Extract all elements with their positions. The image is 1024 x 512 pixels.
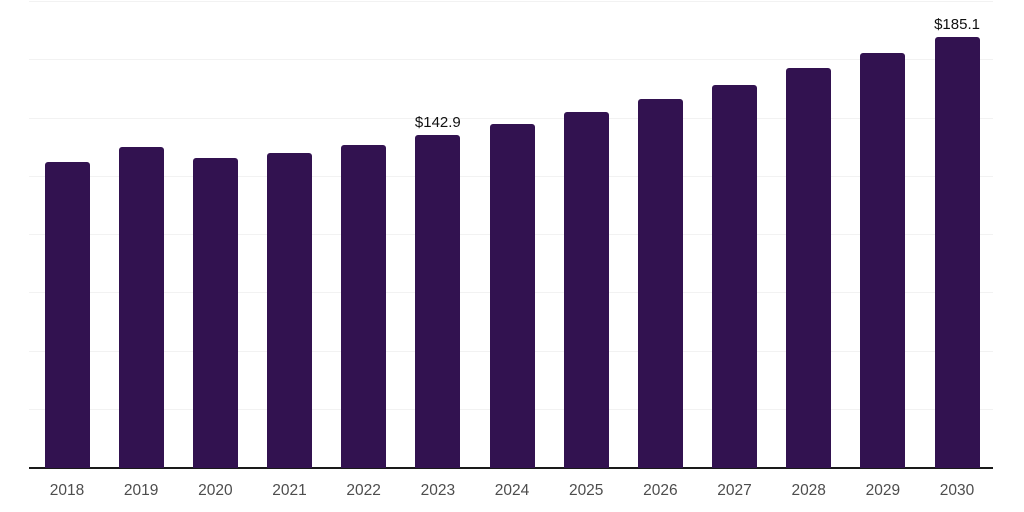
bar-2024 [489,124,535,468]
bar-2028 [786,68,832,468]
gridline [29,117,993,119]
x-tick-label-2027: 2027 [717,482,752,499]
bar-2030 [934,36,980,468]
bar-2027 [712,84,758,468]
bar-2020 [192,157,238,468]
x-tick-label-2028: 2028 [791,482,826,499]
data-label-2023: $142.9 [414,114,461,132]
gridline [29,59,993,61]
x-tick-label-2020: 2020 [198,482,233,499]
x-tick-label-2024: 2024 [494,482,530,499]
x-tick-label-2022: 2022 [346,482,381,499]
bar-2019 [118,146,164,468]
bar-2025 [563,111,609,468]
bar-2021 [267,153,312,468]
x-axis-line [29,467,993,469]
x-tick-label-2030: 2030 [939,482,975,499]
x-tick-label-2025: 2025 [568,482,604,499]
x-tick-label-2018: 2018 [49,482,85,499]
x-tick-label-2023: 2023 [420,482,456,499]
gridline [29,1,993,2]
x-tick-label-2026: 2026 [643,482,678,499]
bar-2029 [860,53,906,468]
bar-2023 [415,135,461,468]
plot-area: $142.9 $185.1 [29,0,993,469]
x-tick-label-2029: 2029 [865,482,901,499]
x-tick-label-2021: 2021 [272,482,307,499]
bar-2018 [44,161,90,468]
data-label-2030: $185.1 [934,15,980,33]
x-axis-labels: 2018 2019 2020 2021 2022 2023 2024 2025 2026 2027… [29,482,993,506]
bar-2026 [637,98,683,468]
x-tick-label-2019: 2019 [123,482,159,499]
bar-2022 [341,145,387,468]
